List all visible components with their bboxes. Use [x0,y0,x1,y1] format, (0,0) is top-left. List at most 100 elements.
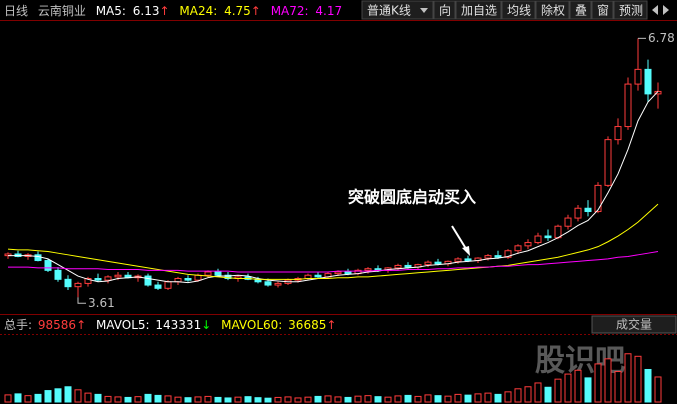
candle-body [614,126,622,141]
nav-left[interactable] [652,5,658,15]
ma-name: MA24: [179,4,217,18]
candle-body [534,235,542,244]
volume-bar [604,358,612,403]
low-label: 3.61 [88,296,115,310]
candle-body [564,217,572,227]
volume-bar [44,390,52,403]
candle-body [214,271,222,276]
candle-body [504,250,512,258]
ma-value: 4.75 [224,4,251,18]
candle-body [264,281,272,286]
mavol-trend: ↑ [326,318,336,332]
candle-body [224,274,232,280]
candle-body [594,184,602,213]
price-header: 日线 云南铜业 MA5: 6.13↑ MA24: 4.75↑ MA72: 4.1… [4,3,342,18]
dropdown-icon[interactable] [420,8,428,13]
candle-body [154,284,162,289]
toolbar-button[interactable] [433,0,456,20]
annotation-arrowhead [462,246,470,256]
candle-body [404,264,412,268]
volume-bar [624,353,632,403]
candle-body [574,207,582,219]
toolbar-label[interactable]: 预测 [619,4,643,18]
candle-body [364,268,372,271]
volume-bar [524,386,532,403]
candle-body [194,274,202,281]
candle-body [494,255,502,258]
toolbar-label[interactable]: 向 [439,3,451,18]
volume-bar [34,393,42,403]
volume-button-label[interactable]: 成交量 [616,317,652,332]
volume-bar [234,396,242,403]
volume-bar [544,386,552,403]
volume-bar [574,369,582,403]
candle-body [514,245,522,252]
volume-bar [294,397,302,403]
volume-bar [264,397,272,403]
toolbar-button[interactable] [361,0,434,20]
ma-trend: ↑ [251,4,261,18]
candle-body [344,271,352,275]
toolbar-button[interactable] [591,0,614,20]
volume-value: 98586 [38,318,76,332]
volume-bar [374,396,382,403]
volume-bar [224,397,232,403]
toolbar-label[interactable]: 加自选 [461,4,497,18]
toolbar-label[interactable]: 均线 [507,4,531,18]
mavol-name: MAVOL5: [96,318,150,332]
volume-bar [494,393,502,403]
toolbar-button[interactable] [613,0,648,20]
candle-body [334,271,342,275]
toolbar-label[interactable]: 窗 [597,4,609,18]
volume-label: 总手: [4,318,32,332]
volume-bar [24,395,32,403]
high-label: 6.78 [648,31,675,45]
candle-body [274,282,282,286]
candle-body [114,274,122,278]
volume-bar [404,394,412,403]
mavol-trend: ↓ [201,318,211,332]
volume-bar [114,396,122,403]
volume-bar [74,389,82,403]
volume-bar [244,396,252,403]
volume-bar [214,396,222,403]
candle-body [74,282,82,288]
period: 日线 [4,4,28,18]
candle-body [164,281,172,289]
toolbar-button[interactable] [535,0,570,20]
volume-bar [464,394,472,403]
mavol-value: 36685 [288,318,326,332]
ma-name: MA72: [271,4,309,18]
ma-trend: ↑ [159,4,169,18]
candle-body [524,242,532,247]
candle-body [54,269,62,280]
toolbar-button[interactable] [501,0,536,20]
toolbar-label[interactable]: 叠 [575,4,587,18]
toolbar-label[interactable]: 普通K线 [367,4,411,18]
volume-bar [614,371,622,403]
volume-bar [64,386,72,403]
volume-header: 总手: 98586↑ MAVOL5: 143331↓ MAVOL60: 3668… [4,318,336,332]
nav-right[interactable] [663,5,669,15]
toolbar-button[interactable] [455,0,502,20]
toolbar-label[interactable]: 除权 [541,3,565,18]
ma-line [8,91,659,284]
volume-button[interactable] [591,315,677,334]
volume-bar [394,395,402,403]
volume-bar [14,393,22,403]
toolbar-button[interactable] [569,0,592,20]
volume-bar [124,396,132,403]
volume-bar [564,373,572,403]
low-pointer [77,297,86,304]
volume-bar [274,396,282,403]
candle-body [454,258,462,262]
volume-bar [204,395,212,403]
volume-bar [314,395,322,403]
candle-body [544,235,552,239]
volume-bar [414,395,422,403]
volume-bar [384,396,392,403]
volume-bar [164,395,172,403]
candle-body [314,274,322,278]
